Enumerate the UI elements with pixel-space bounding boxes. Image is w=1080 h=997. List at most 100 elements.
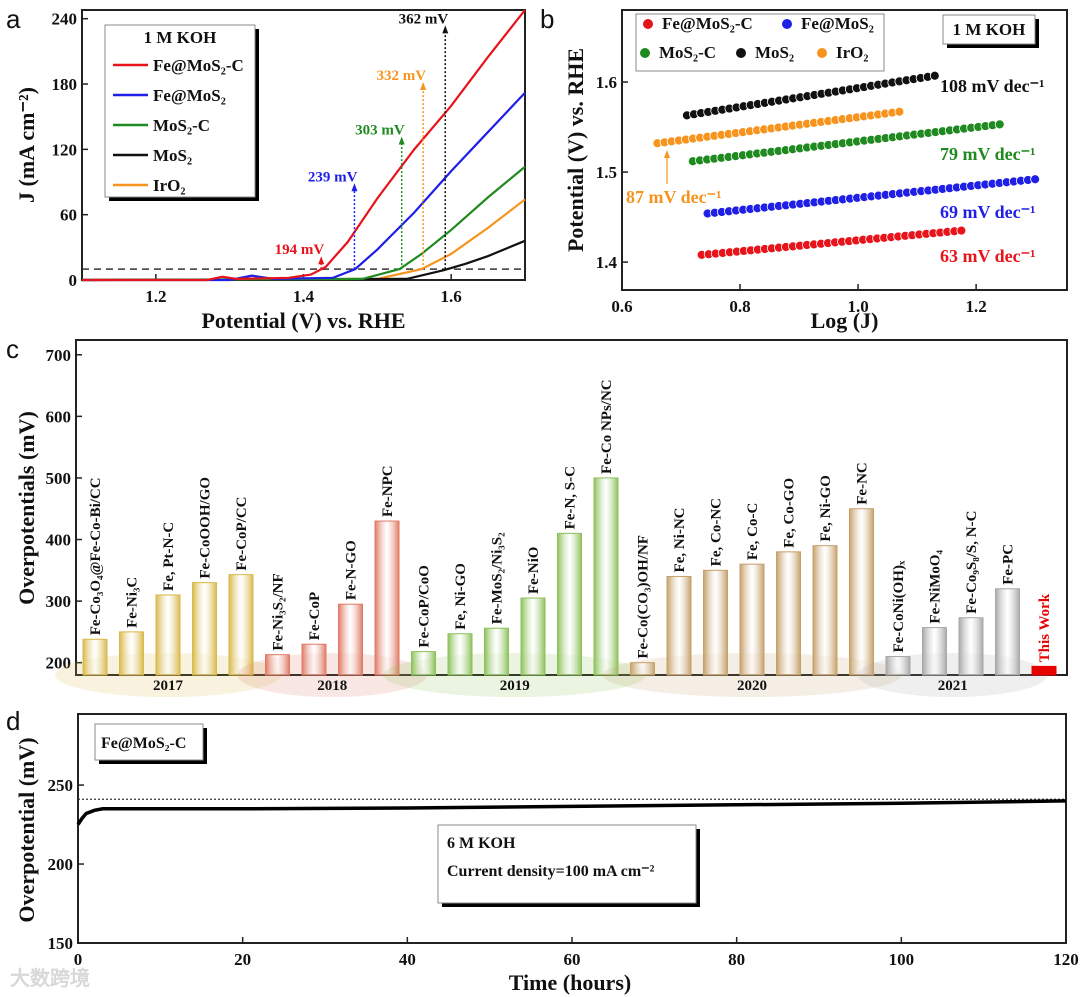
bar <box>265 654 290 676</box>
x-tick-label: 0.6 <box>611 297 632 316</box>
y-tick-label: 300 <box>46 592 72 611</box>
panel-letter-d: d <box>6 706 20 736</box>
bar-label: Fe-CoOOH/GO <box>198 477 214 579</box>
panel-letter-c: c <box>6 334 19 364</box>
arrow-head-icon <box>420 82 427 91</box>
x-tick-label: 1.2 <box>145 287 166 306</box>
tafel-slope-label: 79 mV dec⁻¹ <box>940 144 1036 164</box>
bar-label: Fe, Co-GO <box>782 478 798 548</box>
bar-label: This Work <box>1037 593 1053 662</box>
data-point <box>894 106 905 117</box>
x-tick-label: 0 <box>74 950 83 969</box>
bar <box>338 603 363 676</box>
legend-label: Fe@MoS₂ <box>153 86 226 105</box>
legend-label: MoS₂ <box>755 43 794 62</box>
bar <box>557 532 582 676</box>
condition-box <box>437 824 697 904</box>
y-tick-label: 1.5 <box>596 163 617 182</box>
bar-label: Fe-CoNi(OH)ₓ <box>891 560 907 652</box>
legend-label: Fe@MoS₂-C <box>662 14 753 33</box>
bar-label: Fe-Co NPs/NC <box>599 379 615 474</box>
legend-label: Fe@MoS₂-C <box>153 56 244 75</box>
bar <box>447 633 473 676</box>
tafel-slope-label: 69 mV dec⁻¹ <box>940 202 1036 222</box>
y-tick-label: 180 <box>52 75 78 94</box>
legend-a: 1 M KOH Fe@MoS₂-C Fe@MoS₂ MoS₂-C MoS₂ IrO₂ <box>104 24 259 201</box>
y-tick-label: 200 <box>46 654 72 673</box>
panel-letter-a: a <box>6 4 21 34</box>
bar <box>228 574 254 676</box>
legend-title: 1 M KOH <box>144 28 217 47</box>
bar-label: Fe-NiMoO₄ <box>928 549 944 623</box>
bar-label: Fe, Ni-GO <box>818 475 834 542</box>
data-point <box>929 70 940 81</box>
panel-b: b 0.6 0.8 1.0 1.2 1.4 1.5 1.6 Potential (V) vs. … <box>540 4 1068 333</box>
bar <box>155 594 181 676</box>
bar-label: Fe, Co-C <box>745 503 761 560</box>
y-tick-label: 0 <box>69 271 78 290</box>
y-axis-title: Overpotentials (mV) <box>14 411 39 605</box>
y-tick-label: 150 <box>48 934 74 953</box>
y-axis-title: Potential (V) vs. RHE <box>563 48 588 252</box>
stability-curve <box>76 799 1067 826</box>
bar-label: Fe-CoP/CoO <box>417 565 433 647</box>
bar-label: Fe-NC <box>855 462 871 504</box>
tafel-slope-label: 108 mV dec⁻¹ <box>940 76 1045 96</box>
legend-b: Fe@MoS₂-C Fe@MoS₂ MoS₂-C MoS₂ IrO₂ <box>635 13 885 72</box>
x-axis-title: Time (hours) <box>509 970 631 995</box>
overpotential-label: 362 mV <box>399 11 449 27</box>
bar <box>1031 665 1057 676</box>
bar-label: Fe, Ni-NC <box>672 507 688 572</box>
x-tick-label: 120 <box>1053 950 1079 969</box>
series-line <box>81 165 526 282</box>
legend-label: MoS₂-C <box>153 116 210 135</box>
bar-label: Fe-Co₃O₄@Fe-Co-Bi/CC <box>88 477 104 635</box>
y-tick-label: 700 <box>46 346 72 365</box>
electrolyte-box <box>942 14 1036 45</box>
bar <box>630 662 655 676</box>
bar <box>119 631 144 676</box>
overpotential-label: 194 mV <box>275 242 325 258</box>
bar-label: Fe-PC <box>1001 544 1017 585</box>
arrow-head-icon <box>442 25 449 34</box>
x-tick-label: 1.2 <box>965 297 986 316</box>
arrow-head-icon <box>398 136 405 145</box>
y-axis-title: Overpotential (mV) <box>14 737 39 922</box>
current-density-label: Current density=100 mA cm⁻² <box>447 863 655 880</box>
bar <box>411 651 436 676</box>
overpotential-label: 303 mV <box>355 122 405 138</box>
bar <box>703 569 728 676</box>
data-point <box>994 119 1005 130</box>
bar-label: Fe, Ni-GO <box>453 563 469 630</box>
bar <box>301 643 327 676</box>
panel-a: a 1.2 1.4 1.6 0 60 120 180 240 J (mA cm⁻²) Potenti… <box>6 4 526 333</box>
bar <box>666 575 692 676</box>
legend-marker <box>640 48 650 58</box>
y-tick-label: 200 <box>48 855 74 874</box>
legend-label: Fe@MoS₂ <box>801 14 874 33</box>
y-tick-label: 1.6 <box>596 73 617 92</box>
bar-label: Fe-Co₉S₈/S, N-C <box>964 511 980 614</box>
legend-label: MoS₂ <box>153 146 192 165</box>
legend-label: IrO₂ <box>153 176 185 195</box>
x-tick-label: 0.8 <box>729 297 750 316</box>
sample-box <box>94 723 204 761</box>
arrow-head-icon <box>318 256 325 265</box>
bar-label: Fe, Pt-N-C <box>161 522 177 591</box>
bar <box>776 551 801 676</box>
year-label: 2017 <box>153 678 184 694</box>
panel-c: c 200 300 400 500 600 700 Overpotentials (mV) 20… <box>6 334 1068 697</box>
y-axis-title: J (mA cm⁻²) <box>14 87 39 203</box>
data-point <box>956 225 967 236</box>
year-label: 2018 <box>317 678 347 694</box>
bar <box>812 545 838 676</box>
plot-frame <box>621 9 1068 291</box>
bar <box>958 617 984 676</box>
tafel-slope-label: 87 mV dec⁻¹ <box>626 187 722 207</box>
y-tick-label: 240 <box>52 10 78 29</box>
year-label: 2020 <box>737 678 767 694</box>
x-axis-title: Potential (V) vs. RHE <box>201 308 405 333</box>
bar-label: Fe-N, S-C <box>563 466 579 529</box>
bar-label: Fe-Co(CO₃)OH/NF <box>636 535 652 659</box>
